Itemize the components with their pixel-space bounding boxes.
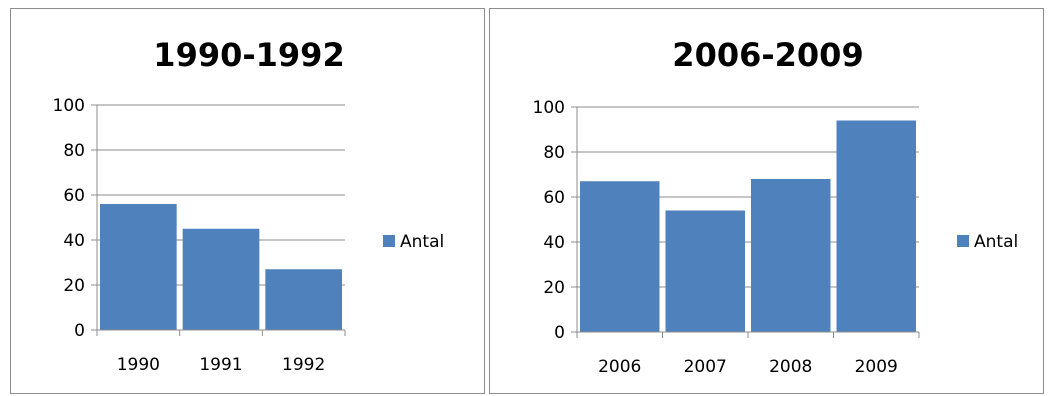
x-tick-label: 2008 <box>769 357 812 377</box>
bar-chart-1990-1992: 1990-1992 0 20 40 60 80 100 1990 1991 1992 Antal <box>53 36 445 375</box>
x-tick-label: 2006 <box>598 357 641 377</box>
x-tick-label: 1990 <box>117 355 160 375</box>
legend-label: Antal <box>400 232 444 252</box>
bar-1991 <box>182 228 260 330</box>
legend-swatch <box>957 235 969 247</box>
chart-title: 1990-1992 <box>153 36 344 74</box>
legend-swatch <box>383 235 395 247</box>
bar-2008 <box>751 179 831 332</box>
x-tick-label: 1992 <box>282 355 325 375</box>
y-tick-label: 40 <box>63 231 85 251</box>
chart-panel-2006-2009: 2006-2009 0 20 40 60 80 100 2006 2007 2008 2009 An… <box>489 8 1044 394</box>
bar-1992 <box>265 269 342 330</box>
legend-label: Antal <box>974 232 1018 252</box>
x-tick-label: 2009 <box>855 357 898 377</box>
y-tick-label: 20 <box>63 276 85 296</box>
y-tick-label: 100 <box>533 98 565 118</box>
bar-1990 <box>100 204 177 330</box>
y-tick-label: 0 <box>74 321 85 341</box>
y-tick-label: 0 <box>554 323 565 343</box>
y-tick-label: 60 <box>63 186 85 206</box>
chart-panel-1990-1992: 1990-1992 0 20 40 60 80 100 1990 1991 1992 Antal <box>10 8 485 394</box>
bar-chart-2006-2009: 2006-2009 0 20 40 60 80 100 2006 2007 2008 2009 An… <box>533 36 1019 377</box>
y-tick-label: 40 <box>543 233 565 253</box>
y-tick-label: 20 <box>543 278 565 298</box>
y-tick-label: 80 <box>63 141 85 161</box>
y-tick-label: 60 <box>543 188 565 208</box>
x-tick-label: 2007 <box>684 357 727 377</box>
bar-2009 <box>836 120 916 332</box>
x-tick-label: 1991 <box>199 355 242 375</box>
chart-title: 2006-2009 <box>672 36 863 74</box>
y-tick-label: 100 <box>53 96 85 116</box>
bar-2006 <box>580 181 660 332</box>
y-tick-label: 80 <box>543 143 565 163</box>
bar-2007 <box>665 210 745 332</box>
